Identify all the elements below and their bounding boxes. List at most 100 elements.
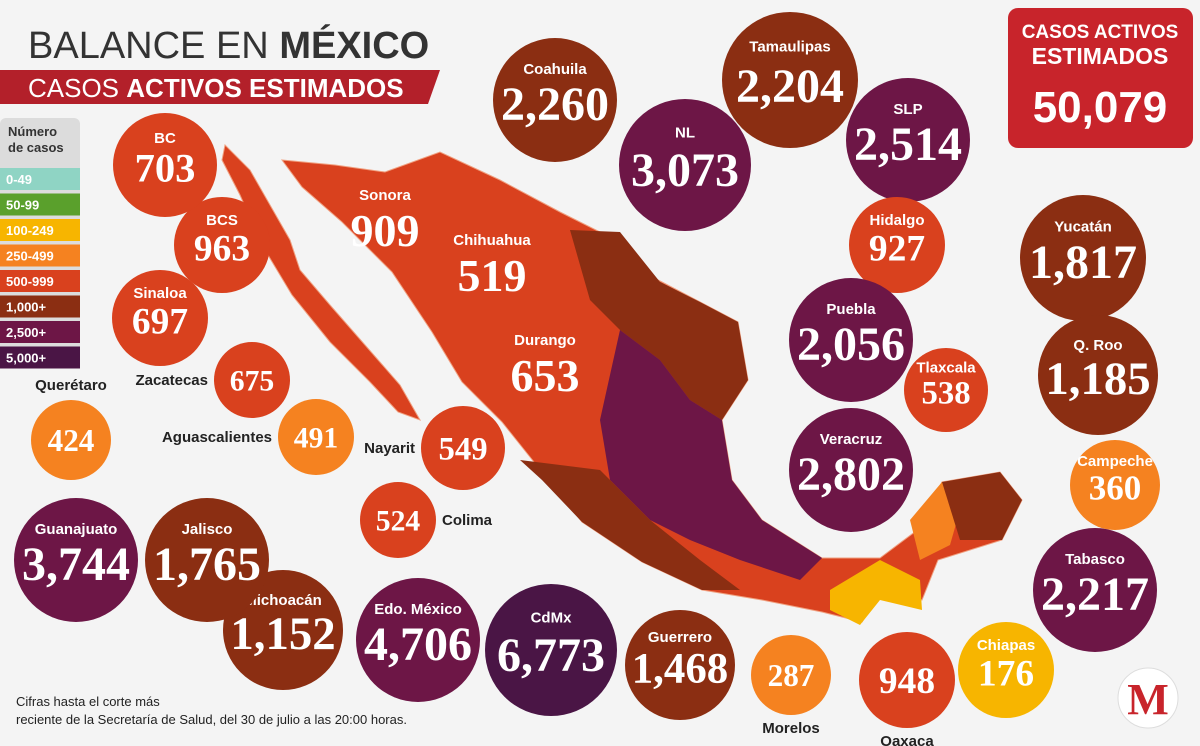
state-value: 1,468: [632, 646, 729, 693]
state-name: Puebla: [826, 301, 876, 318]
state-name: SLP: [893, 101, 922, 118]
logo-circle: [1117, 667, 1179, 729]
title-bold: MÉXICO: [279, 23, 429, 67]
state-value: 360: [1089, 468, 1142, 507]
state-name: Campeche: [1077, 453, 1153, 470]
state-name: Sinaloa: [133, 285, 187, 302]
legend-swatch: [0, 321, 80, 343]
region-center: [600, 330, 822, 580]
state-value: 538: [921, 375, 970, 411]
state-name: Veracruz: [820, 431, 883, 448]
state-circle: [112, 270, 208, 366]
state-value: 703: [135, 146, 196, 191]
region-campeche: [910, 482, 960, 560]
subtitle-ribbon: [0, 70, 440, 104]
state-name: NL: [675, 124, 695, 141]
state-circle: [31, 400, 111, 480]
state-name: Guerrero: [648, 629, 712, 646]
legend-swatch: [0, 219, 80, 241]
state-circle: [958, 622, 1054, 718]
map-state-value: 519: [458, 250, 527, 301]
state-value: 4,706: [364, 618, 472, 671]
state-value: 491: [294, 422, 338, 454]
legend-label: 5,000+: [6, 351, 47, 366]
legend-label: 0-49: [6, 172, 32, 187]
state-circle: [145, 498, 269, 622]
legend-title: Número: [8, 124, 57, 139]
total-label: ESTIMADOS: [1032, 43, 1169, 69]
title: BALANCE EN MÉXICO: [28, 23, 429, 67]
state-name: Nayarit: [364, 440, 415, 457]
state-value: 675: [230, 365, 274, 397]
legend-label: 100-249: [6, 223, 54, 238]
state-value: 424: [48, 423, 95, 458]
state-circle: [1070, 440, 1160, 530]
state-name: Querétaro: [35, 377, 107, 394]
state-circle: [789, 408, 913, 532]
region-north-east: [570, 230, 748, 420]
labels: 0-49 50-99 100-249 250-499 500-999 1,000+ 2,50…: [0, 12, 1160, 746]
state-circle: [356, 578, 480, 702]
state-name: Tamaulipas: [749, 38, 830, 55]
state-value: 176: [978, 653, 1034, 694]
state-value: 524: [376, 505, 421, 537]
state-circle: [904, 348, 988, 432]
state-name: Tlaxcala: [916, 359, 976, 376]
state-name: Colima: [442, 512, 493, 529]
map-state-name: Sonora: [359, 187, 411, 204]
state-circle: [1033, 528, 1157, 652]
state-value: 2,217: [1041, 568, 1149, 621]
title-text: BALANCE EN: [28, 25, 269, 67]
state-circle: [789, 278, 913, 402]
state-circle: [859, 632, 955, 728]
map-state-value: 909: [351, 205, 420, 256]
state-value: 6,773: [497, 629, 605, 682]
state-value: 2,056: [797, 318, 905, 371]
state-name: Edo. México: [374, 601, 462, 618]
legend-label: 1,000+: [6, 300, 47, 315]
legend-swatch: [0, 244, 80, 267]
state-name: Michoacán: [244, 592, 322, 609]
map-state-name: Durango: [514, 332, 576, 349]
subtitle-text: CASOS: [28, 73, 119, 103]
state-name: Chiapas: [977, 637, 1035, 654]
footnote: Cifras hasta el corte más: [16, 694, 160, 709]
state-value: 3,744: [22, 538, 130, 591]
total-label: CASOS ACTIVOS: [1022, 22, 1179, 43]
state-circle: [1020, 195, 1146, 321]
state-circle: [214, 342, 290, 418]
state-value: 549: [438, 431, 487, 467]
total-box: [1008, 8, 1193, 148]
state-name: Aguascalientes: [162, 429, 272, 446]
state-value: 948: [879, 661, 935, 702]
legend-label: 500-999: [6, 274, 54, 289]
state-circle: [421, 406, 505, 490]
state-value: 1,817: [1029, 236, 1137, 289]
state-circle: [625, 610, 735, 720]
state-value: 3,073: [631, 144, 739, 197]
state-name: Guanajuato: [35, 521, 118, 538]
state-name: Oaxaca: [880, 733, 934, 746]
state-value: 2,204: [736, 60, 844, 113]
subtitle-bold: ACTIVOS ESTIMADOS: [126, 73, 403, 103]
state-name: Q. Roo: [1073, 337, 1122, 354]
state-circle: [360, 482, 436, 558]
state-circle: [174, 197, 270, 293]
state-name: CdMx: [531, 609, 572, 626]
legend-title: de casos: [8, 140, 64, 155]
state-name: Morelos: [762, 720, 820, 737]
state-circle: [751, 635, 831, 715]
state-value: 2,260: [501, 78, 609, 131]
subtitle: CASOS ACTIVOS ESTIMADOS: [28, 73, 404, 103]
state-name: BC: [154, 130, 176, 147]
map-state-value: 653: [511, 350, 580, 401]
footnote: reciente de la Secretaría de Salud, del …: [16, 712, 407, 727]
legend-label: 2,500+: [6, 325, 47, 340]
legend-swatch: [0, 346, 80, 369]
region-chiapas: [830, 560, 922, 625]
state-circle: [485, 584, 617, 716]
state-value: 1,185: [1045, 353, 1150, 405]
state-name: BCS: [206, 212, 238, 229]
state-value: 2,802: [797, 448, 905, 501]
